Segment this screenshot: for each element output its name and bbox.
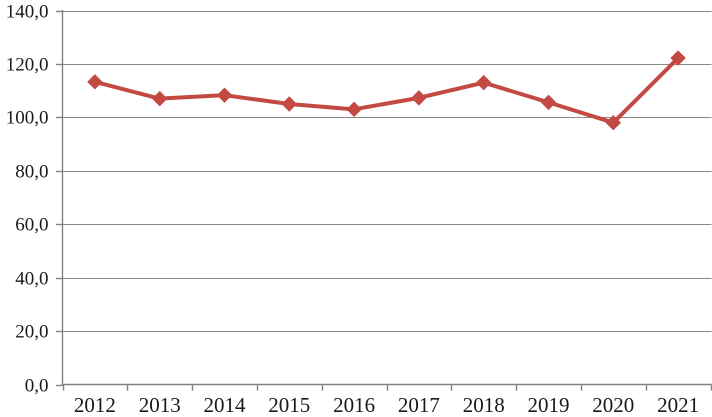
data-point-marker-2017: [411, 90, 427, 106]
y-axis-label: 40,0: [15, 269, 48, 290]
x-axis-label: 2012: [74, 393, 116, 417]
data-point-marker-2015: [281, 96, 298, 112]
data-point-marker-2018: [475, 74, 492, 91]
x-axis-label: 2018: [463, 393, 505, 417]
data-point-marker-2021: [670, 50, 686, 66]
x-axis-label: 2019: [528, 393, 570, 417]
data-point-marker-2020: [605, 114, 622, 131]
series-line: [92, 56, 681, 125]
x-axis-label: 2014: [204, 393, 247, 417]
data-point-marker-2013: [151, 90, 168, 107]
x-axis-label: 2017: [398, 393, 440, 417]
y-axis-label: 120,0: [6, 55, 49, 76]
x-axis-label: 2016: [333, 393, 375, 417]
x-axis-label: 2020: [592, 393, 634, 417]
y-axis-label: 80,0: [15, 162, 48, 183]
data-point-marker-2014: [216, 87, 233, 103]
x-axis-label: 2013: [139, 393, 181, 417]
x-axis-label: 2015: [268, 393, 310, 417]
y-axis-label: 60,0: [15, 215, 48, 236]
y-axis-label: 140,0: [6, 2, 49, 23]
y-axis-label: 20,0: [15, 322, 48, 343]
y-axis-label: 0,0: [25, 376, 49, 397]
data-point-marker-2016: [346, 101, 362, 118]
data-point-marker-2012: [87, 74, 103, 90]
data-point-marker-2019: [540, 94, 557, 111]
x-axis-label: 2021: [657, 393, 699, 417]
y-axis-label: 100,0: [6, 108, 49, 129]
